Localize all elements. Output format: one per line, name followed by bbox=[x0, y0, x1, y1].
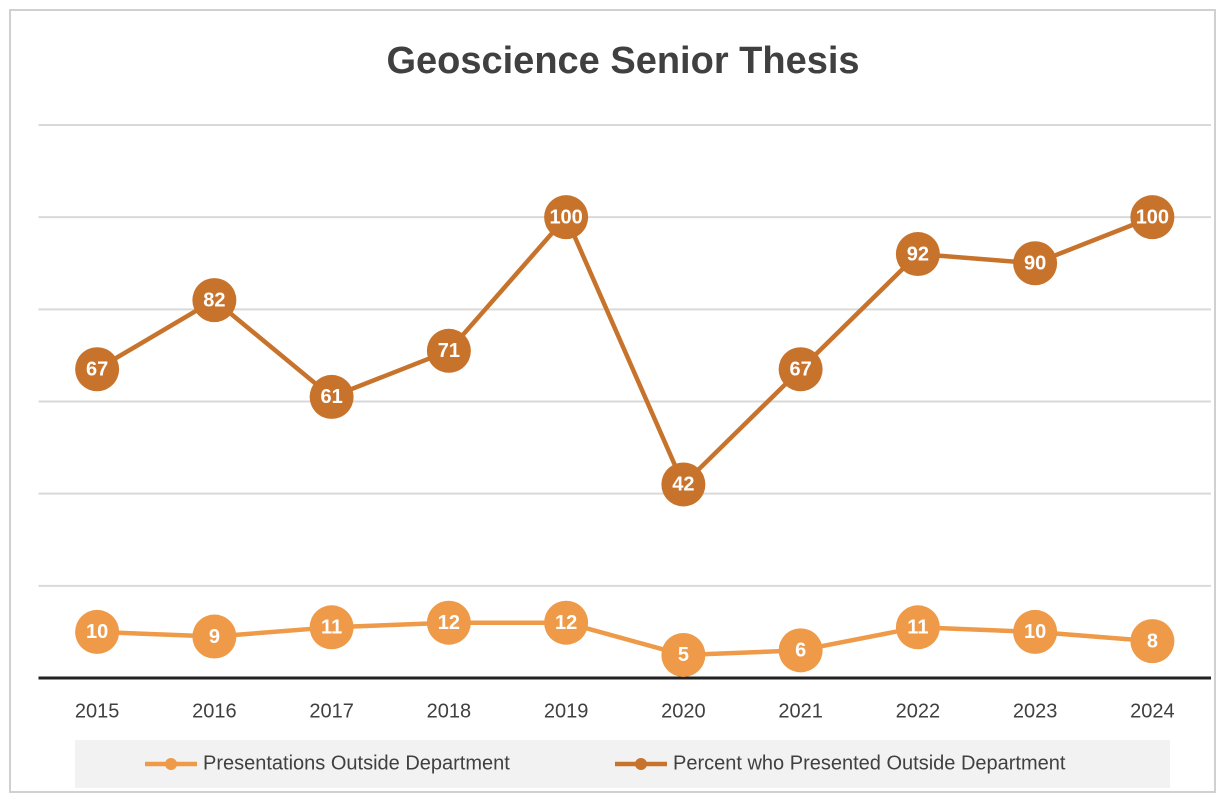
chart-title: Geoscience Senior Thesis bbox=[386, 40, 859, 82]
data-point bbox=[1013, 609, 1058, 654]
data-point bbox=[544, 600, 589, 645]
data-point bbox=[661, 462, 706, 507]
legend-marker bbox=[165, 758, 177, 770]
data-label: 12 bbox=[555, 612, 577, 634]
x-tick-label: 2019 bbox=[544, 700, 589, 722]
data-label: 6 bbox=[795, 640, 806, 662]
data-label: 11 bbox=[321, 617, 342, 639]
data-point bbox=[661, 632, 706, 677]
x-tick-label: 2022 bbox=[896, 700, 941, 722]
data-label: 67 bbox=[86, 359, 108, 381]
legend-label: Presentations Outside Department bbox=[203, 752, 510, 774]
data-point bbox=[426, 600, 471, 645]
x-tick-label: 2018 bbox=[427, 700, 472, 722]
data-point bbox=[426, 328, 471, 373]
data-point bbox=[778, 347, 823, 392]
series-line bbox=[95, 214, 1154, 487]
data-label: 90 bbox=[1024, 253, 1046, 275]
x-tick-label: 2024 bbox=[1130, 700, 1175, 722]
data-point bbox=[1130, 195, 1175, 240]
data-label: 100 bbox=[1136, 206, 1169, 228]
x-tick-label: 2020 bbox=[661, 700, 706, 722]
data-label: 5 bbox=[678, 644, 689, 666]
data-label: 100 bbox=[549, 206, 582, 228]
data-label: 61 bbox=[321, 386, 343, 408]
data-point bbox=[1013, 241, 1058, 286]
x-tick-label: 2017 bbox=[309, 700, 354, 722]
x-tick-label: 2021 bbox=[778, 700, 823, 722]
data-label: 67 bbox=[790, 359, 812, 381]
data-label: 11 bbox=[907, 617, 928, 639]
data-label: 12 bbox=[438, 612, 460, 634]
data-point bbox=[75, 347, 120, 392]
data-label: 10 bbox=[1024, 621, 1046, 643]
data-point bbox=[895, 605, 940, 650]
x-tick-label: 2016 bbox=[192, 700, 237, 722]
data-label: 82 bbox=[203, 289, 225, 311]
data-label: 92 bbox=[907, 243, 929, 265]
data-point bbox=[544, 195, 589, 240]
data-point bbox=[309, 605, 354, 650]
series-line bbox=[97, 620, 1153, 658]
data-point bbox=[192, 278, 237, 323]
data-label: 71 bbox=[438, 340, 460, 362]
data-label: 10 bbox=[86, 621, 108, 643]
data-point bbox=[778, 628, 823, 673]
legend-marker bbox=[635, 758, 647, 770]
data-point bbox=[75, 609, 120, 654]
legend-label: Percent who Presented Outside Department bbox=[673, 752, 1066, 774]
data-point bbox=[309, 374, 354, 419]
x-tick-label: 2023 bbox=[1013, 700, 1058, 722]
x-tick-label: 2015 bbox=[75, 700, 120, 722]
data-label: 42 bbox=[672, 474, 694, 496]
data-point bbox=[192, 614, 237, 659]
data-point bbox=[1130, 619, 1175, 664]
data-label: 9 bbox=[209, 626, 220, 648]
data-point bbox=[895, 232, 940, 277]
data-label: 8 bbox=[1147, 630, 1158, 652]
